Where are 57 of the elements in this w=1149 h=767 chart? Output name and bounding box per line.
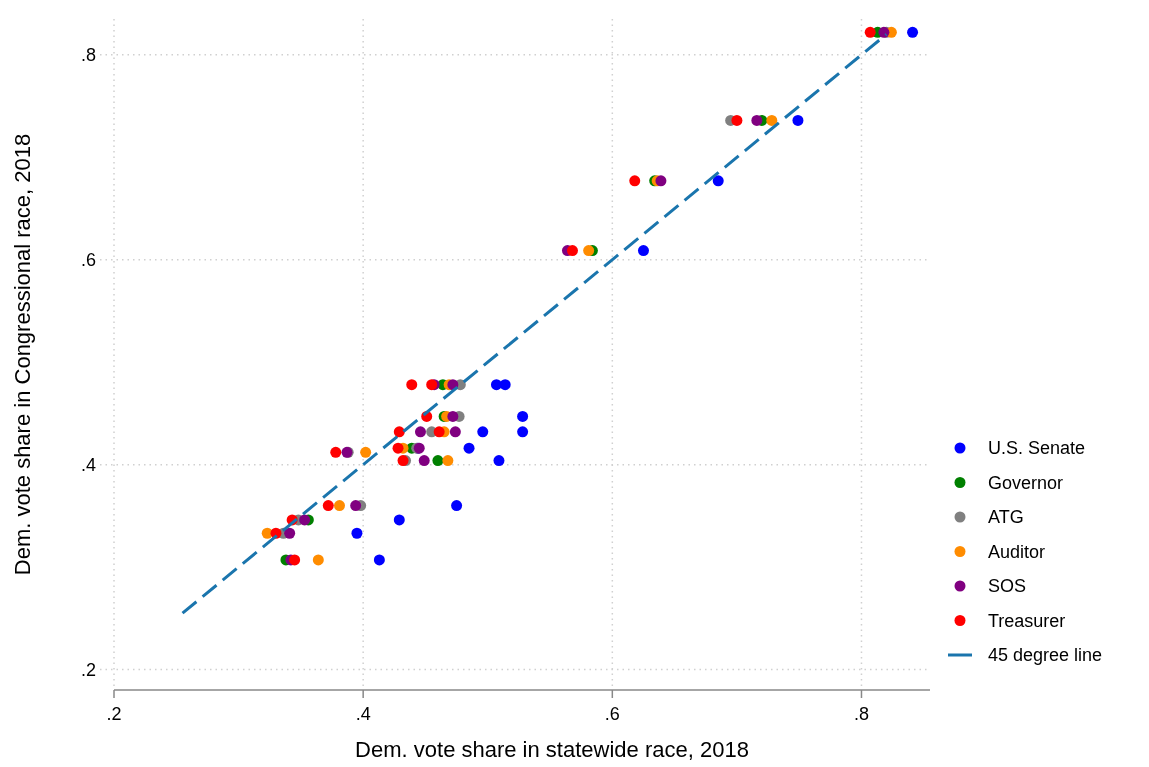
point	[350, 500, 362, 512]
point	[284, 527, 296, 539]
point	[766, 114, 778, 126]
point	[792, 114, 804, 126]
legend-label: 45 degree line	[988, 645, 1103, 666]
point	[907, 26, 919, 38]
x-axis-title: Dem. vote share in statewide race, 2018	[355, 737, 749, 762]
point	[351, 527, 363, 539]
legend-label: Governor	[988, 472, 1064, 493]
point	[637, 245, 649, 257]
point	[393, 514, 405, 526]
point	[418, 455, 430, 467]
legend-label: SOS	[988, 576, 1027, 597]
legend-label: U.S. Senate	[988, 438, 1086, 459]
point	[312, 554, 324, 566]
point	[712, 175, 724, 187]
point	[655, 175, 667, 187]
point	[393, 426, 405, 438]
x-tick-label: .8	[853, 704, 869, 724]
y-tick-label: .6	[80, 250, 96, 271]
point	[360, 446, 372, 458]
point	[451, 500, 463, 512]
y-tick-label: .8	[80, 45, 96, 66]
x-tick-label: .2	[106, 704, 122, 724]
point	[499, 379, 511, 391]
point	[392, 442, 404, 454]
point	[566, 245, 578, 257]
point	[517, 426, 529, 438]
point	[330, 446, 342, 458]
point	[414, 426, 426, 438]
point	[517, 410, 529, 422]
point	[373, 554, 385, 566]
point	[864, 26, 876, 38]
point	[449, 426, 461, 438]
legend-label: ATG	[988, 507, 1024, 528]
point	[751, 114, 763, 126]
point	[629, 175, 641, 187]
x-tick-label: .6	[604, 704, 620, 724]
point	[477, 426, 489, 438]
point	[433, 426, 445, 438]
y-tick-label: .4	[80, 454, 96, 475]
point	[490, 379, 502, 391]
legend-label: Auditor	[988, 541, 1046, 562]
y-axis-title: Dem. vote share in Congressional race, 2018	[10, 133, 35, 576]
point	[493, 455, 505, 467]
point	[731, 114, 743, 126]
point	[463, 442, 475, 454]
point	[333, 500, 345, 512]
legend-label: Treasurer	[988, 610, 1066, 631]
point	[322, 500, 334, 512]
point	[289, 554, 301, 566]
point	[432, 455, 444, 467]
point	[442, 455, 454, 467]
point	[447, 410, 459, 422]
point	[406, 379, 418, 391]
x-tick-label: .4	[355, 704, 371, 724]
y-tick-label: .2	[80, 659, 96, 680]
